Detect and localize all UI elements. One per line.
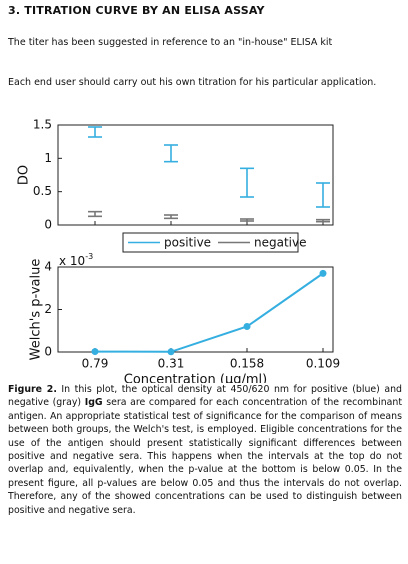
y-tick-label: 0.5 <box>33 184 52 198</box>
y-axis-label: DO <box>17 165 32 185</box>
y-tick-label: 4 <box>44 260 52 274</box>
point <box>319 269 327 277</box>
x-tick-label: 0.79 <box>82 357 109 371</box>
axes-box <box>57 124 334 226</box>
y-tick-label: 0 <box>44 345 52 359</box>
line <box>94 272 324 353</box>
y-multiplier-exponent: -3 <box>85 252 93 261</box>
caption-text: In this plot, the optical density at 450… <box>8 384 402 409</box>
error-bar <box>316 218 330 223</box>
x-tick-label: 0.109 <box>306 357 340 371</box>
x-axis-label: Concentration (µg/ml) <box>124 373 267 384</box>
error-bar <box>240 218 254 222</box>
point <box>91 348 99 356</box>
caption-text: sera are compared for each concentration… <box>8 397 402 516</box>
y-multiplier-base: x 10 <box>59 254 85 268</box>
x-tick-label: 0.31 <box>158 357 185 371</box>
y-tick-label: 1 <box>44 151 52 165</box>
caption: Figure 2. In this plot, the optical dens… <box>8 383 402 517</box>
axes-box <box>57 266 334 353</box>
heading: 3. TITRATION CURVE BY AN ELISA ASSAY <box>8 4 265 17</box>
point <box>167 348 175 356</box>
error-bar <box>164 144 178 163</box>
y-multiplier: x 10-3 <box>59 252 93 268</box>
caption-bold: IgG <box>84 397 103 409</box>
error-bar <box>164 214 178 220</box>
y-tick-label: 2 <box>44 302 52 316</box>
error-bar <box>88 126 102 138</box>
legend-label: negative <box>254 236 306 250</box>
y-axis-label: Welch's p-value <box>29 259 44 361</box>
legend-box <box>122 232 299 253</box>
error-bar <box>88 210 102 218</box>
y-tick-label: 0 <box>44 218 52 232</box>
point <box>243 323 251 330</box>
error-bar <box>240 167 254 198</box>
y-tick-label: 1.5 <box>33 118 52 132</box>
legend-label: positive <box>164 236 211 250</box>
caption-label: Figure 2. <box>8 384 57 395</box>
error-bar <box>316 182 330 208</box>
x-tick-label: 0.158 <box>230 357 264 371</box>
paragraph: Each end user should carry out his own t… <box>8 77 377 88</box>
paragraph: The titer has been suggested in referenc… <box>8 37 333 48</box>
